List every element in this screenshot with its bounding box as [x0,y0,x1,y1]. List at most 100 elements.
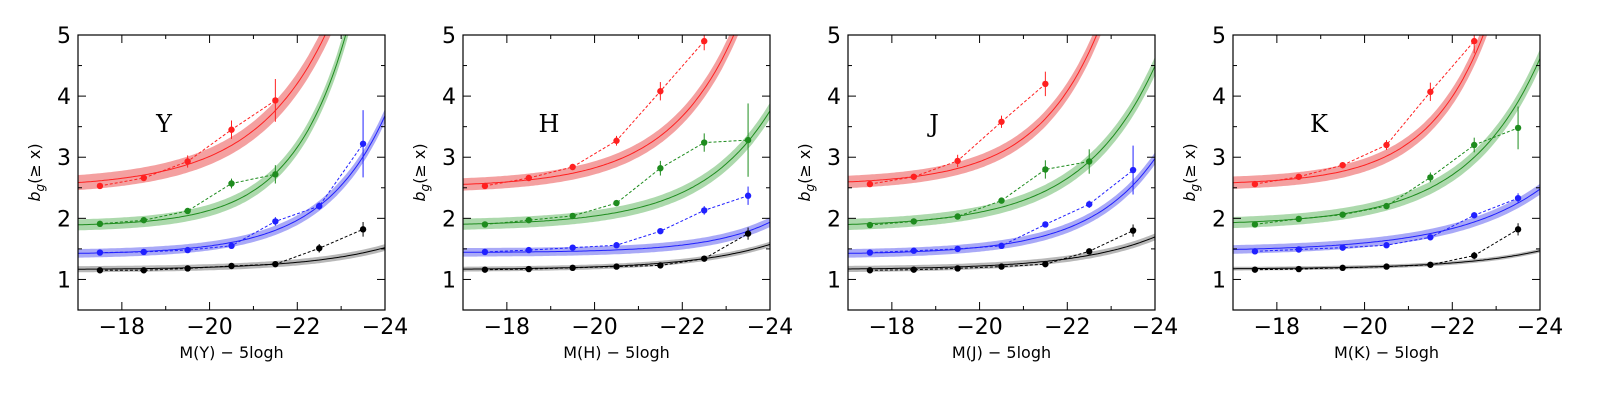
data-point-black [96,267,104,274]
data-point-blue [1427,234,1434,241]
data-point-red [1042,80,1049,88]
data-point-black [701,255,708,262]
data-point-black [998,263,1005,270]
data-point-black [1295,265,1302,273]
data-point-black [569,264,576,272]
data-point-black [1383,263,1390,270]
y-tick-label: 3 [1212,146,1226,171]
data-point-red [1427,88,1434,96]
x-axis-label: M(H) − 5logh [563,343,670,362]
data-point-red [1471,37,1478,45]
model-curve-red [848,35,1098,183]
y-tick-label: 2 [57,207,71,232]
data-point-red [272,97,279,104]
data-point-black [657,262,664,269]
data-point-red [701,37,708,45]
data-point-red [866,180,874,188]
data-point-blue [481,248,489,256]
x-axis-label: M(J) − 5logh [952,343,1051,362]
plot-area [848,35,1155,274]
data-point-green [744,136,752,144]
data-point-green [228,180,235,187]
data-point-green [272,171,279,178]
data-point-black [954,265,961,272]
y-axis-label: bg(≥ x) [795,143,817,201]
axes-frame [462,34,771,311]
data-point-black [1251,266,1259,273]
data-point-red [657,88,664,95]
data-point-blue [613,242,620,249]
x-tick-label: −22 [1429,315,1475,340]
data-line-green [869,161,1090,226]
plot-area [1233,35,1540,273]
x-tick-label: −20 [571,315,617,340]
data-point-green [998,197,1005,204]
y-tick-label: 2 [442,207,456,232]
y-tick-label: 4 [57,85,71,110]
model-curve-red [78,35,326,184]
x-tick-label: −20 [956,315,1002,340]
data-point-blue [1383,242,1390,249]
y-tick-label: 2 [1212,207,1226,232]
data-point-blue [525,246,532,254]
plot-area [78,35,385,274]
x-tick-label: −24 [747,315,793,340]
data-point-red [1339,161,1346,169]
y-tick-label: 4 [442,85,456,110]
data-point-blue [1471,212,1478,219]
y-tick-label: 5 [1212,24,1226,49]
data-point-red [613,137,620,144]
data-point-blue [1339,244,1346,251]
x-tick-label: −22 [659,315,705,340]
model-curve-green [463,110,770,225]
data-point-blue [316,202,323,210]
data-point-green [1383,202,1390,210]
data-point-black [481,266,489,273]
data-point-green [184,207,191,215]
data-point-green [481,221,489,228]
data-point-blue [569,244,576,251]
data-point-black [1427,261,1434,268]
panel-k: −18 −20 −22 −24 1 2 3 4 5 K M(K) − 5logh bg(≥ x) [1180,24,1563,362]
data-point-black [744,230,752,237]
x-tick-label: −22 [1044,315,1090,340]
panel-title-h: H [539,110,560,138]
data-point-green [866,221,874,229]
data-point-green [1339,211,1346,218]
model-curve-green [848,65,1155,225]
y-tick-label: 1 [827,268,841,293]
data-point-black [316,245,323,252]
data-point-green [1514,124,1522,132]
panel-title-y: Y [155,110,173,138]
x-axis-label: M(K) − 5logh [1334,343,1439,362]
x-tick-label: −20 [1341,315,1387,340]
data-point-black [184,265,191,272]
data-point-blue [1086,201,1093,208]
model-curve-blue [1233,188,1540,250]
data-line-red [1254,40,1475,185]
data-point-blue [1295,246,1302,253]
data-point-blue [1042,221,1049,228]
data-point-blue [184,246,191,254]
data-point-green [954,213,961,220]
data-point-green [1471,141,1478,149]
x-tick-label: −18 [484,315,530,340]
x-tick-label: −18 [99,315,145,340]
model-curve-blue [463,221,770,253]
panel-y: −18 −20 −22 −24 1 2 3 4 5 Y M(Y) − 5logh bg(≥ x) [25,24,408,362]
data-point-green [1086,158,1093,165]
data-point-red [1251,180,1259,188]
model-curve-red [1233,35,1484,184]
data-point-red [910,173,917,180]
y-tick-label: 5 [827,24,841,49]
data-point-blue [954,245,961,253]
y-tick-label: 3 [827,146,841,171]
data-point-green [613,199,620,207]
x-tick-label: −18 [869,315,915,340]
data-point-green [569,212,576,220]
data-point-blue [701,207,708,214]
data-point-green [1427,174,1434,181]
data-point-green [1251,221,1259,228]
data-point-blue [1514,194,1522,202]
